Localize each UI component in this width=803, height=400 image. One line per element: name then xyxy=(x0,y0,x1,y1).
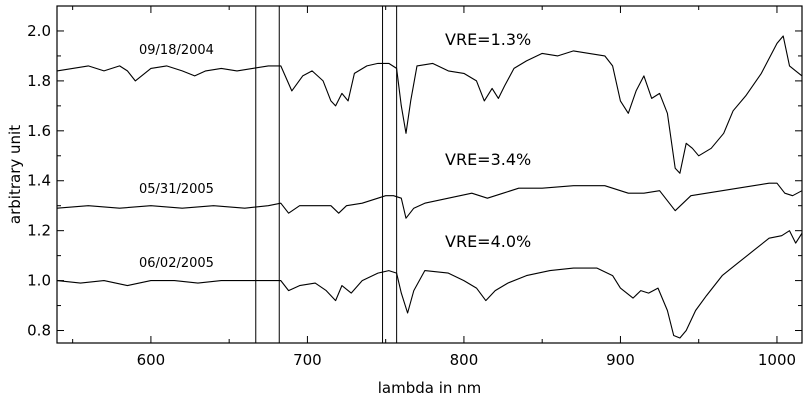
series-group xyxy=(56,35,803,339)
annotations: 09/18/2004 VRE=1.3% 05/31/2005 VRE=3.4% 06/0… xyxy=(139,30,531,271)
date-label-2: 05/31/2005 xyxy=(139,182,214,197)
y-tick-label: 1.4 xyxy=(27,172,51,190)
y-tick-label: 1.2 xyxy=(27,222,51,240)
y-tick-label: 1.8 xyxy=(27,72,51,90)
x-tick-label: 900 xyxy=(606,351,635,369)
series-line-1 xyxy=(56,35,803,174)
x-tick-label: 1000 xyxy=(758,351,796,369)
y-tick-label: 2.0 xyxy=(27,22,51,40)
vre-label-2: VRE=3.4% xyxy=(445,150,531,169)
series-line-3 xyxy=(56,230,803,339)
y-tick-label: 1.6 xyxy=(27,122,51,140)
x-tick-label: 800 xyxy=(450,351,479,369)
y-tick-label: 0.8 xyxy=(27,322,51,340)
series-line-2 xyxy=(56,182,803,219)
x-tick-label: 600 xyxy=(137,351,166,369)
date-label-1: 09/18/2004 xyxy=(139,43,214,58)
plot-frame xyxy=(56,5,803,344)
y-tick-label: 1.0 xyxy=(27,272,51,290)
reference-lines xyxy=(255,6,398,343)
y-axis-label: arbitrary unit xyxy=(6,125,24,224)
x-axis-label: lambda in nm xyxy=(378,379,482,397)
x-axis-ticks: 600 700 800 900 1000 xyxy=(72,6,796,369)
date-label-3: 06/02/2005 xyxy=(139,256,214,271)
vre-label-3: VRE=4.0% xyxy=(445,232,531,251)
vre-label-1: VRE=1.3% xyxy=(445,30,531,49)
y-axis-ticks: 0.8 1.0 1.2 1.4 1.6 1.8 2.0 xyxy=(27,22,802,340)
x-tick-label: 700 xyxy=(293,351,322,369)
